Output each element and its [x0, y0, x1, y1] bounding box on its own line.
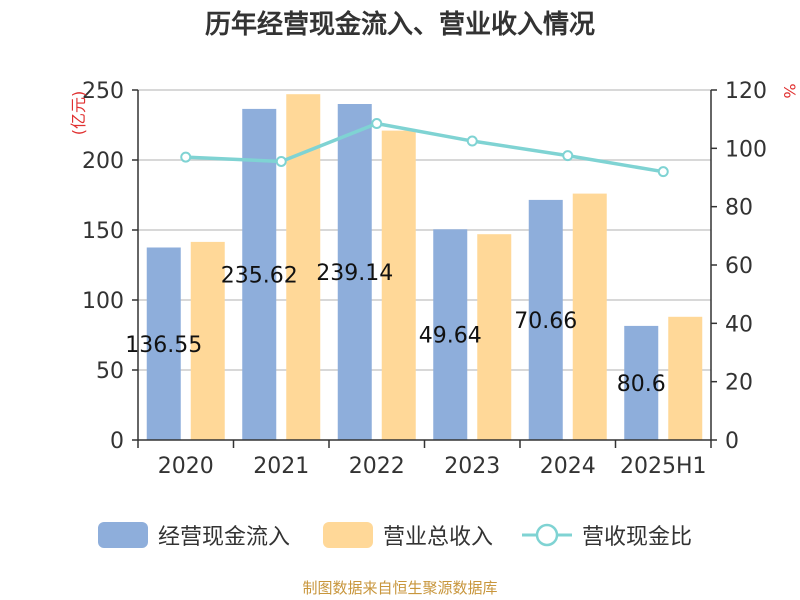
legend-label: 营收现金比: [582, 525, 692, 550]
bar-cash-inflow: [433, 229, 468, 440]
y-left-tick-label: 200: [82, 149, 124, 174]
y-right-tick-label: 80: [725, 196, 753, 221]
bar-cash-inflow: [242, 108, 277, 441]
ratio-point: [562, 150, 574, 162]
y-right-unit: %: [780, 83, 799, 98]
bar-cash-inflow: [528, 199, 563, 440]
x-tick-label: 2021: [253, 454, 309, 479]
y-right-tick-label: 100: [725, 137, 767, 162]
y-right-tick-label: 0: [725, 429, 739, 454]
data-labels: 136.55 235.62 239.14 49.64 70.66 80.6: [125, 261, 665, 397]
ratio-line: [180, 118, 669, 178]
chart-title: 历年经营现金流入、营业收入情况: [205, 9, 595, 40]
data-label: 235.62: [221, 263, 298, 288]
legend-item: 营业总收入: [323, 522, 493, 550]
ratio-point: [275, 155, 287, 167]
x-tick-label: 2022: [349, 454, 405, 479]
y-right-tick-label: 40: [725, 312, 753, 337]
legend-label: 营业总收入: [383, 525, 493, 550]
ratio-point: [657, 166, 669, 178]
y-left-tick-label: 0: [110, 429, 124, 454]
data-label: 239.14: [316, 261, 393, 286]
bar-revenue: [381, 130, 416, 440]
bar-revenue: [477, 234, 512, 440]
y-right-tick-label: 20: [725, 371, 753, 396]
ratio-point: [371, 118, 383, 130]
legend-swatch-revenue: [323, 522, 373, 548]
bar-cash-inflow: [146, 247, 181, 440]
bar-revenue: [572, 193, 607, 440]
x-tick-label: 2023: [444, 454, 500, 479]
bar-cash-inflow: [624, 325, 659, 440]
y-left-tick-label: 250: [82, 79, 124, 104]
y-right-tick-label: 60: [725, 254, 753, 279]
x-tick-label: 2025H1: [620, 454, 707, 479]
data-label: 49.64: [419, 324, 482, 349]
legend-marker-ratio: [535, 523, 559, 547]
legend: 经营现金流入 营业总收入 营收现金比: [98, 522, 692, 550]
x-tick-label: 2024: [540, 454, 596, 479]
source-note: 制图数据来自恒生聚源数据库: [302, 579, 497, 597]
ratio-point: [466, 135, 478, 147]
bar-revenue: [668, 316, 703, 440]
axes: 0 50 100 150 200 250 0 20 40 60 80 100 120 2020 2021 20…: [82, 79, 767, 479]
y-left-tick-label: 100: [82, 289, 124, 314]
x-tick-label: 2020: [158, 454, 214, 479]
y-left-tick-label: 50: [96, 359, 124, 384]
y-left-tick-label: 150: [82, 219, 124, 244]
y-left-unit: (亿元): [69, 91, 88, 136]
ratio-line-path: [185, 121, 664, 174]
bars: [146, 94, 703, 441]
legend-swatch-cash-inflow: [98, 522, 148, 548]
data-label: 80.6: [617, 372, 666, 397]
y-right-tick-label: 120: [725, 79, 767, 104]
bar-revenue: [190, 241, 225, 440]
legend-item: 营收现金比: [522, 523, 692, 550]
legend-label: 经营现金流入: [158, 525, 290, 550]
data-label: 70.66: [514, 309, 577, 334]
ratio-point: [180, 151, 192, 163]
data-label: 136.55: [125, 333, 202, 358]
legend-item: 经营现金流入: [98, 522, 290, 550]
bar-cash-inflow: [337, 104, 372, 440]
